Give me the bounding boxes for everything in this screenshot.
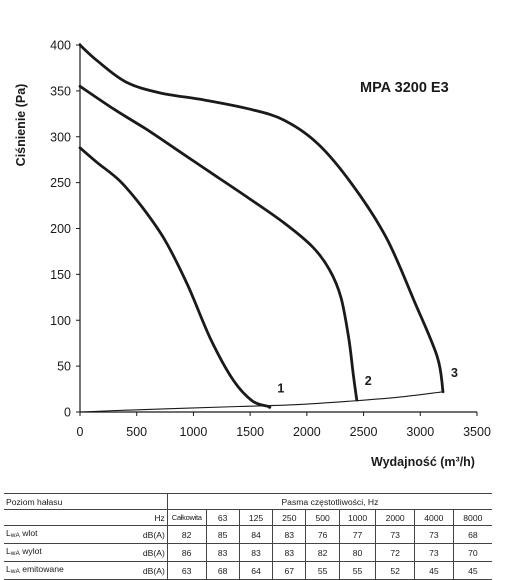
table-cell: 82 xyxy=(166,525,207,544)
x-tick-label: 3000 xyxy=(406,425,434,439)
table-header-row: Poziom hałasu Pasma częstotliwości, Hz xyxy=(4,493,492,510)
x-tick-label: 2000 xyxy=(293,425,321,439)
table-row: LwA wlot dB(A) 82 85 84 83 76 77 73 73 6… xyxy=(4,525,492,544)
y-tick-label: 400 xyxy=(50,39,71,53)
row-label: LwA emitowane xyxy=(4,561,84,580)
table-cell: 73 xyxy=(414,525,454,544)
hz-label: Hz xyxy=(83,509,168,526)
table-cell: 67 xyxy=(272,561,306,580)
curve-label-2: 2 xyxy=(365,374,372,388)
table-row: LwA wylot dB(A) 86 83 83 83 82 80 72 73 … xyxy=(4,543,492,562)
column-header: 125 xyxy=(238,509,273,526)
y-tick-label: 0 xyxy=(64,406,71,420)
column-header: 63 xyxy=(205,509,240,526)
y-tick-label: 300 xyxy=(50,130,71,144)
table-cell: 55 xyxy=(338,561,376,580)
x-tick-label: 0 xyxy=(77,425,84,439)
table-cell: 52 xyxy=(375,561,415,580)
y-tick-label: 250 xyxy=(50,176,71,190)
column-header: 4000 xyxy=(414,509,454,526)
table-cell: 80 xyxy=(338,543,376,562)
row-unit: dB(A) xyxy=(83,525,168,544)
fan-curve-2 xyxy=(78,84,359,402)
curve-label-1: 1 xyxy=(277,381,284,395)
table-cell: 76 xyxy=(305,525,340,544)
y-tick-label: 150 xyxy=(50,268,71,282)
table-cell: 70 xyxy=(452,543,492,562)
column-header: 8000 xyxy=(452,509,492,526)
table-cell: 55 xyxy=(305,561,340,580)
table-cell: 83 xyxy=(272,543,306,562)
table-cell: 77 xyxy=(338,525,376,544)
y-tick-label: 100 xyxy=(50,314,71,328)
system-curve-line xyxy=(79,391,444,413)
table-cell: 72 xyxy=(375,543,415,562)
x-tick-label: 1500 xyxy=(236,425,264,439)
column-header: 2000 xyxy=(375,509,415,526)
table-cell: 68 xyxy=(205,561,240,580)
y-tick-label: 200 xyxy=(50,222,71,236)
table-cell: 83 xyxy=(205,543,240,562)
bands-title: Pasma częstotliwości, Hz xyxy=(166,493,492,510)
column-header: 500 xyxy=(305,509,340,526)
column-header: 250 xyxy=(272,509,306,526)
pressure-flow-chart: 0 50 100 150 200 250 300 350 400 0 500 1000 1500 2000… xyxy=(14,39,491,470)
row-unit: dB(A) xyxy=(83,543,168,562)
noise-level-table: Poziom hałasu Pasma częstotliwości, Hz H… xyxy=(4,493,492,580)
y-tick-label: 350 xyxy=(50,84,71,98)
table-cell: 63 xyxy=(166,561,207,580)
table-cell: 84 xyxy=(238,525,273,544)
table-cell: 45 xyxy=(414,561,454,580)
curve-label-3: 3 xyxy=(451,366,458,380)
column-header: Całkowita xyxy=(166,509,207,526)
table-title: Poziom hałasu xyxy=(4,493,168,510)
x-tick-label: 500 xyxy=(126,425,147,439)
row-unit: dB(A) xyxy=(83,561,168,580)
table-columns-row: Hz Całkowita 63 125 250 500 1000 2000 40… xyxy=(4,509,492,526)
row-label: LwA wlot xyxy=(4,525,84,544)
table-cell: 64 xyxy=(238,561,273,580)
y-axis-label: Ciśnienie (Pa) xyxy=(14,84,28,167)
y-tick-label: 50 xyxy=(57,360,71,374)
table-cell: 73 xyxy=(414,543,454,562)
x-tick-label: 3500 xyxy=(463,425,491,439)
table-cell: 86 xyxy=(166,543,207,562)
table-cell: 73 xyxy=(375,525,415,544)
table-cell: 85 xyxy=(205,525,240,544)
x-tick-label: 2500 xyxy=(350,425,378,439)
table-cell: 83 xyxy=(238,543,273,562)
x-tick-label: 1000 xyxy=(180,425,208,439)
table-cell: 82 xyxy=(305,543,340,562)
table-cell: 68 xyxy=(452,525,492,544)
table-cell: 45 xyxy=(452,561,492,580)
column-header: 1000 xyxy=(338,509,376,526)
fan-curve-3 xyxy=(78,43,445,394)
x-axis-label: Wydajność (m³/h) xyxy=(371,455,475,469)
table-cell: 83 xyxy=(272,525,306,544)
row-label: LwA wylot xyxy=(4,543,84,562)
fan-curve-1 xyxy=(78,146,272,409)
table-row: LwA emitowane dB(A) 63 68 64 67 55 55 52… xyxy=(4,561,492,580)
chart-title: MPA 3200 E3 xyxy=(360,80,449,96)
